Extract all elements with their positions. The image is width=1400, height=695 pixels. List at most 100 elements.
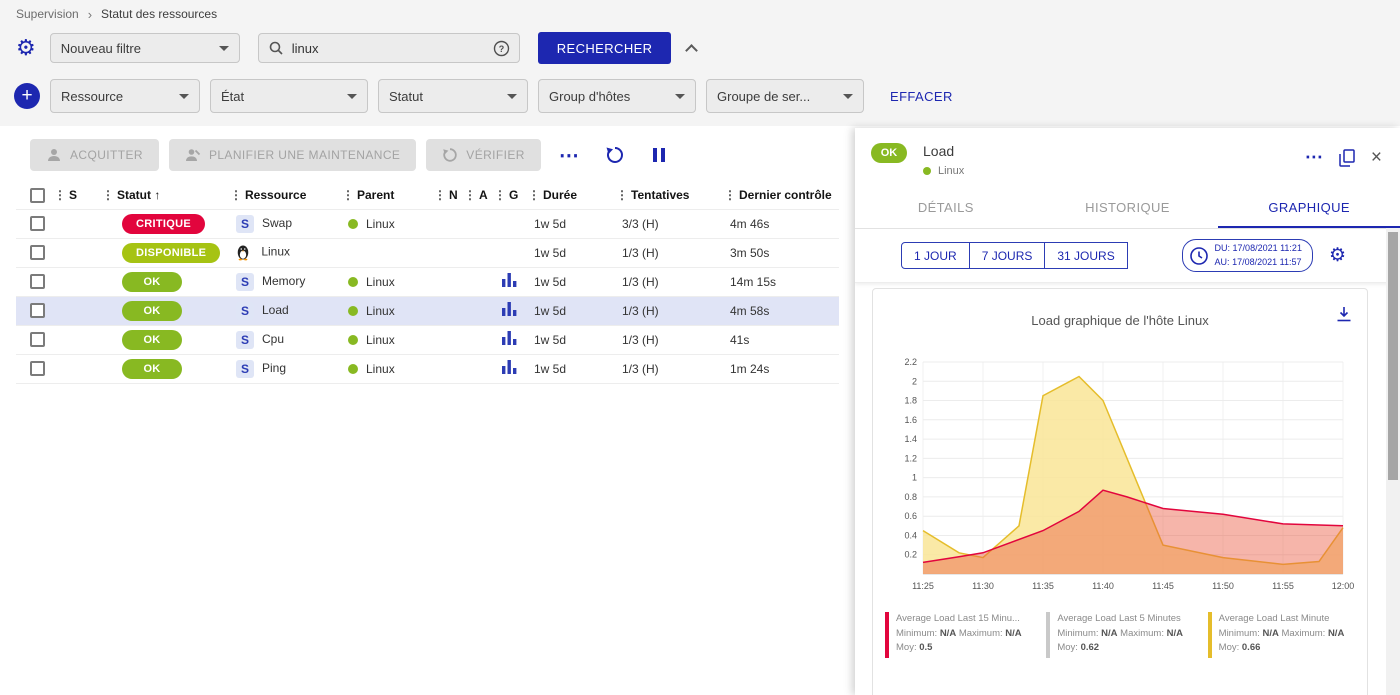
- copy-link-icon[interactable]: [1339, 148, 1355, 167]
- table-row[interactable]: OK S Memory Linux 1w 5d 1/3 (H) 14m 15s: [16, 267, 839, 296]
- range-31-days-button[interactable]: 31 JOURS: [1044, 242, 1128, 269]
- table-row[interactable]: OK S Cpu Linux 1w 5d 1/3 (H) 41s: [16, 325, 839, 354]
- filter-settings-gear-icon[interactable]: ⚙: [16, 35, 36, 60]
- add-criteria-button[interactable]: +: [14, 83, 40, 109]
- column-header-g[interactable]: ⋮ G: [494, 182, 528, 209]
- parent-name[interactable]: Linux: [366, 216, 395, 231]
- graph-icon[interactable]: [502, 273, 517, 287]
- legend-max-label: Maximum:: [958, 627, 1003, 639]
- graph-icon[interactable]: [502, 331, 517, 345]
- resource-name[interactable]: Linux: [261, 244, 291, 259]
- svg-text:0.8: 0.8: [904, 492, 917, 502]
- search-input[interactable]: [291, 40, 485, 56]
- column-header-severity[interactable]: ⋮ S: [54, 182, 102, 209]
- more-actions-button[interactable]: ⋯: [558, 144, 579, 167]
- search-help-icon[interactable]: ?: [493, 40, 510, 57]
- parent-name[interactable]: Linux: [366, 303, 395, 318]
- row-checkbox[interactable]: [30, 245, 45, 261]
- table-row[interactable]: OK S Ping Linux 1w 5d 1/3 (H) 1m 24s: [16, 354, 839, 383]
- legend-item[interactable]: Average Load Last 5 Minutes Minimum: N/A…: [1046, 612, 1197, 658]
- panel-scrollbar[interactable]: [1386, 228, 1400, 695]
- column-header-tries[interactable]: ⋮ Tentatives: [616, 182, 724, 209]
- parent-name[interactable]: Linux: [366, 332, 395, 347]
- filter-row-primary: ⚙ Nouveau filtre ? RECHERCHER: [0, 28, 1400, 68]
- tab-history[interactable]: HISTORIQUE: [1085, 200, 1170, 215]
- table-row-selected[interactable]: OK S Load Linux 1w 5d 1/3 (H) 4m 58s: [16, 296, 839, 325]
- parent-name[interactable]: Linux: [366, 274, 395, 289]
- clear-filters-button[interactable]: EFFACER: [890, 88, 953, 104]
- row-checkbox[interactable]: [30, 361, 45, 377]
- column-header-a[interactable]: ⋮ A: [464, 182, 494, 209]
- graph-icon[interactable]: [502, 302, 517, 316]
- last-check-cell: 4m 58s: [730, 303, 770, 318]
- row-checkbox[interactable]: [30, 274, 45, 290]
- resource-name[interactable]: Cpu: [262, 331, 285, 346]
- saved-filter-select[interactable]: Nouveau filtre: [49, 33, 240, 63]
- legend-item[interactable]: Average Load Last Minute Minimum: N/A Ma…: [1207, 612, 1359, 658]
- panel-host-name[interactable]: Linux: [938, 165, 965, 177]
- collapse-filters-chevron-up-icon[interactable]: [685, 44, 699, 57]
- graph-icon[interactable]: [502, 360, 517, 374]
- row-checkbox[interactable]: [30, 303, 45, 319]
- resource-name[interactable]: Memory: [262, 273, 306, 288]
- criteria-servicegroup-select[interactable]: Groupe de ser...: [706, 79, 864, 113]
- tab-graph[interactable]: GRAPHIQUE: [1218, 189, 1400, 228]
- custom-period-box[interactable]: DU: 17/08/2021 11:21 AU: 17/08/2021 11:5…: [1181, 239, 1313, 272]
- resource-name[interactable]: Swap: [262, 215, 293, 230]
- check-button[interactable]: VÉRIFIER: [426, 139, 541, 171]
- tab-details[interactable]: DÉTAILS: [917, 200, 974, 215]
- criteria-hostgroup-select[interactable]: Group d'hôtes: [538, 79, 696, 113]
- maintenance-button[interactable]: PLANIFIER UNE MAINTENANCE: [168, 139, 417, 171]
- row-checkbox[interactable]: [30, 216, 45, 232]
- search-box[interactable]: ?: [257, 33, 520, 63]
- export-chart-icon[interactable]: [1335, 305, 1353, 326]
- scrollbar-thumb[interactable]: [1388, 232, 1398, 480]
- status-badge: OK: [122, 271, 182, 292]
- column-header-status[interactable]: ⋮ Statut ↑: [102, 182, 230, 209]
- panel-more-actions-button[interactable]: ⋯: [1304, 147, 1323, 167]
- column-label: Durée: [543, 188, 578, 203]
- status-badge: OK: [122, 329, 182, 350]
- sort-ascending-icon[interactable]: ↑: [154, 188, 161, 203]
- load-chart-card: Load graphique de l'hôte Linux 11:25 11:3…: [872, 288, 1368, 695]
- refresh-button[interactable]: [605, 145, 625, 165]
- detail-panel-header: OK Load Linux ⋯ ×: [855, 128, 1400, 183]
- range-7-days-button[interactable]: 7 JOURS: [968, 242, 1046, 269]
- column-label: Statut: [117, 188, 151, 203]
- legend-avg-value: 0.66: [1241, 642, 1261, 654]
- criteria-state-select[interactable]: État: [210, 79, 368, 113]
- legend-min-value: N/A: [939, 627, 957, 639]
- legend-item[interactable]: Average Load Last 15 Minu... Minimum: N/…: [885, 612, 1036, 658]
- legend-series-name: Average Load Last Minute: [1218, 613, 1330, 624]
- row-checkbox[interactable]: [30, 332, 45, 348]
- parent-name[interactable]: Linux: [366, 361, 395, 376]
- graph-settings-gear-icon[interactable]: ⚙: [1328, 245, 1346, 266]
- criteria-resource-select[interactable]: Ressource: [50, 79, 200, 113]
- column-label: Parent: [357, 188, 395, 203]
- column-header-parent[interactable]: ⋮ Parent: [342, 182, 434, 209]
- service-icon: S: [236, 301, 254, 320]
- range-1-day-button[interactable]: 1 JOUR: [901, 242, 970, 269]
- column-header-n[interactable]: ⋮ N: [434, 182, 464, 209]
- table-row[interactable]: CRITIQUE S Swap Linux 1w 5d 3/3 (H) 4m 46…: [16, 209, 839, 238]
- column-label: Tentatives: [631, 188, 690, 203]
- column-header-duration[interactable]: ⋮ Durée: [528, 182, 616, 209]
- resources-main-area: ACQUITTER PLANIFIER UNE MAINTENANCE VÉRI…: [0, 126, 855, 695]
- column-header-last-check[interactable]: ⋮ Dernier contrôle: [724, 182, 839, 209]
- column-header-resource[interactable]: ⋮ Ressource: [230, 182, 342, 209]
- breadcrumb-supervision[interactable]: Supervision: [16, 7, 79, 21]
- criteria-status-select[interactable]: Statut: [378, 79, 528, 113]
- resource-name[interactable]: Load: [262, 302, 289, 317]
- close-panel-icon[interactable]: ×: [1370, 147, 1382, 168]
- tries-cell: 1/3 (H): [622, 361, 659, 376]
- column-label: N: [449, 188, 458, 203]
- status-badge: CRITIQUE: [122, 213, 205, 234]
- pause-refresh-button[interactable]: [651, 146, 667, 164]
- svg-text:1.2: 1.2: [904, 453, 917, 463]
- select-all-checkbox[interactable]: [30, 187, 45, 203]
- svg-text:11:40: 11:40: [1092, 581, 1114, 591]
- acknowledge-button[interactable]: ACQUITTER: [30, 139, 159, 171]
- resource-name[interactable]: Ping: [262, 360, 287, 375]
- search-button[interactable]: RECHERCHER: [537, 32, 672, 64]
- table-row[interactable]: DISPONIBLE Linux 1w 5d 1/3 (H) 3m 50s: [16, 238, 839, 267]
